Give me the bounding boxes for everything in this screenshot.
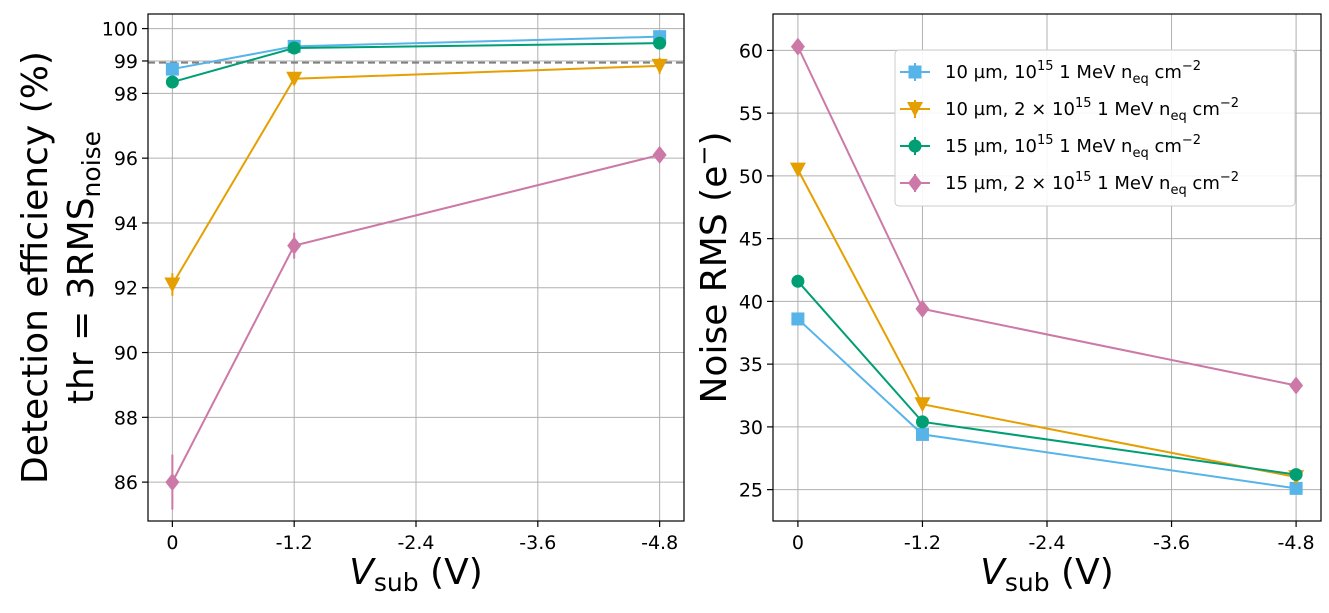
legend-marker — [908, 65, 922, 79]
x-tick-label: -1.2 — [904, 532, 941, 554]
y-axis-title: Noise RMS (e−) — [690, 131, 735, 403]
series-2 — [164, 57, 668, 296]
legend-marker — [908, 174, 922, 192]
y-tick-label: 92 — [114, 278, 138, 300]
x-axis-title: Vsub (V) — [349, 552, 483, 597]
noise-panel: 0 -1.2 -2.4 -3.6 -4.8 25 30 35 40 45 50 55 60 Vsub (V… — [690, 13, 1322, 597]
y-tick-label: 86 — [114, 472, 138, 494]
series-1 — [791, 312, 1303, 495]
x-axis-title: Vsub (V) — [980, 552, 1114, 597]
legend: 10 µm, 1015 1 MeV neq cm−2 10 µm, 2 × 101… — [894, 49, 1296, 207]
legend-marker — [907, 102, 923, 117]
x-tick-label: -1.2 — [276, 532, 313, 554]
y-tick-label: 55 — [739, 103, 763, 125]
y-tick-label: 94 — [114, 213, 138, 235]
y-tick-label: 98 — [114, 83, 138, 105]
data-point — [651, 58, 668, 74]
data-point — [791, 312, 805, 326]
y-tick-label: 35 — [739, 354, 763, 376]
data-point — [286, 71, 303, 87]
legend-label: 15 µm, 2 × 1015 1 MeV neq cm−2 — [945, 170, 1239, 198]
y-tick-label: 30 — [739, 417, 763, 439]
y-tick-label: 25 — [739, 480, 763, 502]
data-point — [165, 62, 179, 76]
x-tick-label: 0 — [166, 532, 178, 554]
y-tick-label: 60 — [739, 40, 763, 62]
data-point — [915, 299, 930, 318]
y-tick-label: 50 — [739, 166, 763, 188]
legend-box — [894, 49, 1296, 207]
data-point — [789, 162, 806, 178]
x-tick-label: -2.4 — [1028, 532, 1065, 554]
legend-item: 15 µm, 2 × 1015 1 MeV neq cm−2 — [900, 170, 1239, 198]
data-point — [287, 236, 302, 255]
legend-item: 15 µm, 1015 1 MeV neq cm−2 — [900, 133, 1201, 161]
y-tick-label: 96 — [114, 148, 138, 170]
y-axis-title-line2: thr = 3RMSnoise — [61, 131, 106, 404]
x-tick-label: -3.6 — [519, 532, 556, 554]
legend-label: 10 µm, 1015 1 MeV neq cm−2 — [945, 59, 1201, 87]
data-point — [165, 75, 179, 89]
x-tick-label: -4.8 — [641, 532, 678, 554]
y-tick-label: 100 — [102, 19, 138, 41]
data-point — [287, 41, 301, 55]
grid — [148, 14, 684, 521]
y-tick-label: 90 — [114, 343, 138, 365]
legend-marker — [908, 139, 922, 153]
y-tick-label: 88 — [114, 407, 138, 429]
y-tick-label: 99 — [114, 51, 138, 73]
legend-item: 10 µm, 2 × 1015 1 MeV neq cm−2 — [900, 96, 1239, 124]
x-tick-label: -2.4 — [397, 532, 434, 554]
data-point — [164, 277, 181, 293]
legend-label: 15 µm, 1015 1 MeV neq cm−2 — [945, 133, 1201, 161]
series-3 — [165, 36, 667, 89]
efficiency-panel: 0 -1.2 -2.4 -3.6 -4.8 86 88 90 92 94 96 98 99 100 Vsub… — [15, 13, 685, 597]
y-tick-label: 40 — [739, 291, 763, 313]
data-point — [915, 427, 929, 441]
data-point — [791, 274, 805, 288]
data-point — [914, 397, 931, 413]
legend-item: 10 µm, 1015 1 MeV neq cm−2 — [900, 59, 1201, 87]
series-4 — [165, 145, 667, 510]
series-3 — [791, 274, 1303, 482]
data-point — [165, 473, 180, 492]
x-tick-label: -4.8 — [1278, 532, 1315, 554]
y-tick-label: 45 — [739, 229, 763, 251]
series-4 — [790, 37, 1304, 395]
x-tick-label: 0 — [792, 532, 804, 554]
data-point — [915, 415, 929, 429]
data-point — [790, 37, 805, 56]
data-point — [1289, 481, 1303, 495]
data-point — [1289, 376, 1304, 395]
data-point — [653, 36, 667, 50]
x-tick-label: -3.6 — [1153, 532, 1190, 554]
y-axis-title-line1: Detection efficiency (%) — [15, 51, 56, 484]
data-point — [652, 145, 667, 164]
legend-label: 10 µm, 2 × 1015 1 MeV neq cm−2 — [945, 96, 1239, 124]
data-point — [1289, 468, 1303, 482]
